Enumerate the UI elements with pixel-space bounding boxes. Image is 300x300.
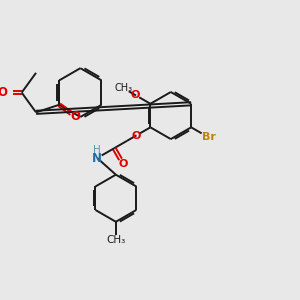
Text: CH₃: CH₃	[114, 83, 132, 93]
Text: O: O	[70, 110, 80, 123]
Text: O: O	[118, 159, 128, 169]
Text: CH₃: CH₃	[106, 236, 125, 245]
Text: N: N	[92, 152, 102, 164]
Text: O: O	[0, 86, 7, 99]
Text: O: O	[131, 130, 141, 141]
Text: Br: Br	[202, 132, 215, 142]
Text: H: H	[93, 145, 101, 155]
Text: O: O	[130, 90, 140, 100]
